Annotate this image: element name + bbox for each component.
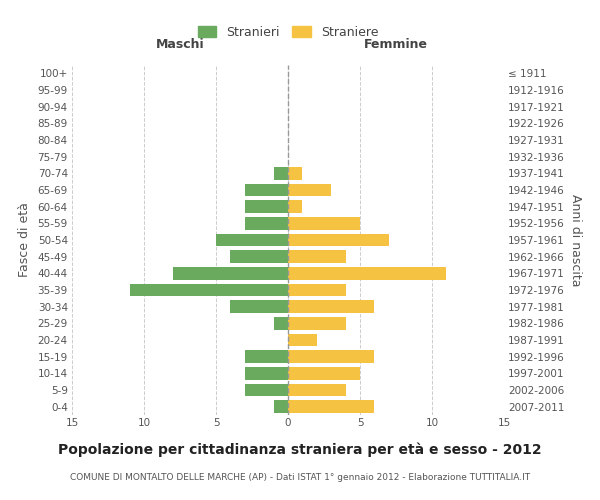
Bar (288, 184, 331, 196)
Bar (216, 234, 288, 246)
Text: Femmine: Femmine (364, 38, 428, 51)
Text: Maschi: Maschi (155, 38, 205, 51)
Bar (245, 217, 288, 230)
Bar (230, 250, 288, 263)
Bar (173, 267, 288, 280)
Bar (288, 234, 389, 246)
Bar (245, 367, 288, 380)
Bar (288, 300, 374, 313)
Bar (274, 317, 288, 330)
Bar (245, 184, 288, 196)
Bar (288, 400, 374, 413)
Bar (288, 334, 317, 346)
Bar (288, 367, 360, 380)
Bar (274, 400, 288, 413)
Bar (288, 167, 302, 179)
Bar (288, 267, 446, 280)
Bar (288, 250, 346, 263)
Bar (288, 317, 346, 330)
Text: COMUNE DI MONTALTO DELLE MARCHE (AP) - Dati ISTAT 1° gennaio 2012 - Elaborazione: COMUNE DI MONTALTO DELLE MARCHE (AP) - D… (70, 472, 530, 482)
Bar (288, 284, 346, 296)
Legend: Stranieri, Straniere: Stranieri, Straniere (194, 22, 382, 42)
Bar (245, 350, 288, 363)
Bar (288, 350, 374, 363)
Bar (130, 284, 288, 296)
Y-axis label: Fasce di età: Fasce di età (17, 202, 31, 278)
Bar (230, 300, 288, 313)
Bar (288, 200, 302, 213)
Y-axis label: Anni di nascita: Anni di nascita (569, 194, 581, 286)
Bar (245, 200, 288, 213)
Bar (274, 167, 288, 179)
Bar (245, 384, 288, 396)
Bar (288, 217, 360, 230)
Text: Popolazione per cittadinanza straniera per età e sesso - 2012: Popolazione per cittadinanza straniera p… (58, 442, 542, 457)
Bar (288, 384, 346, 396)
